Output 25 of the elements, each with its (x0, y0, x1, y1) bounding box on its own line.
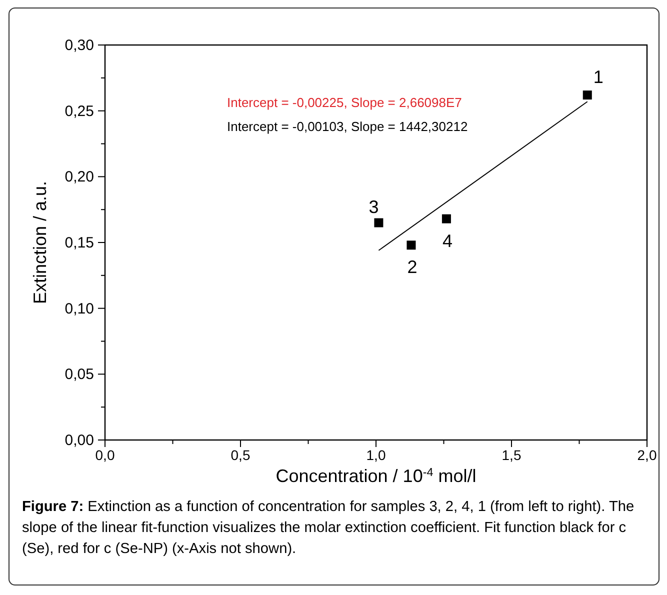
annotation: Intercept = -0,00225, Slope = 2,66098E7 (227, 95, 462, 110)
point (582, 90, 592, 100)
y-tick-label: 0,05 (64, 366, 94, 384)
y-axis-title: Extinction / a.u. (30, 180, 50, 304)
y-tick-label: 0,25 (64, 102, 94, 120)
y-tick-label: 0,00 (64, 432, 94, 449)
x-tick-label: 1,0 (366, 447, 386, 463)
annotation: 4 (442, 230, 452, 251)
annotation: Intercept = -0,00103, Slope = 1442,30212 (227, 119, 468, 134)
point (406, 240, 416, 250)
x-tick-label: 1,5 (502, 447, 522, 463)
point (442, 214, 451, 224)
y-tick-label: 0,30 (64, 37, 94, 54)
x-tick-label: 0,5 (230, 447, 250, 463)
y-tick-label: 0,15 (64, 234, 94, 252)
annotation: 1 (593, 67, 604, 88)
y-tick-label: 0,10 (64, 300, 94, 318)
y-tick-label: 0,20 (64, 168, 94, 186)
annotation: 2 (407, 257, 418, 278)
x-tick-label: 0,0 (95, 447, 115, 463)
annotation: 3 (368, 196, 379, 217)
point (374, 218, 384, 228)
x-axis-title: Concentration / 10$^{-4}$ mol/l (276, 466, 476, 486)
x-tick-label: 2,0 (637, 447, 657, 463)
caption: Figure 7: Extinction as a function of concentration for samples 3, 2, 4, 1 (from left to right). The slope of the linear fit-function visualizes the molar extinction coefficient. Fit function black for c (Se), red for c (Se-NP) (x-Axis not shown). (22, 498, 636, 559)
